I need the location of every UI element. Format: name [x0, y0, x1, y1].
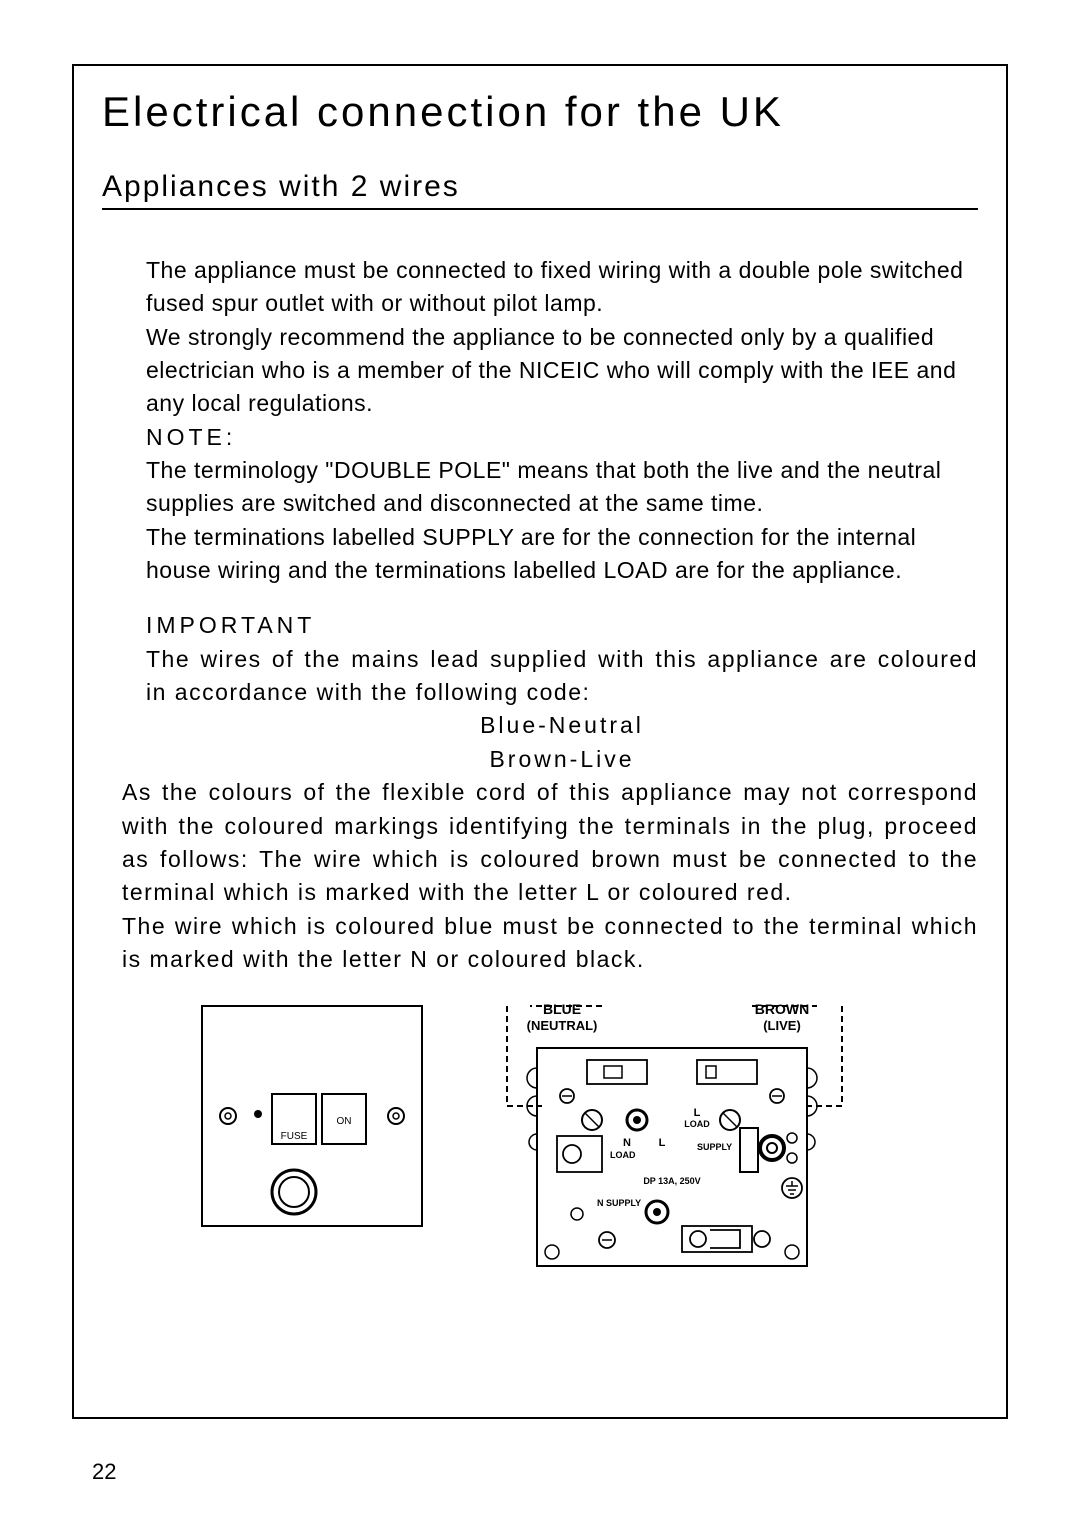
paragraph-6: As the colours of the flexible cord of t… — [122, 776, 978, 909]
cable-clamp-icon — [682, 1226, 770, 1252]
knockout-icon — [807, 1134, 815, 1150]
page-number: 22 — [92, 1459, 116, 1485]
diagrams-container: FUSE ON BLUE (NEUTRAL) BROWN (LIVE) — [192, 996, 978, 1276]
screw-icon — [388, 1108, 404, 1124]
paragraph-5: The wires of the mains lead supplied wit… — [146, 643, 978, 710]
live-label: (LIVE) — [763, 1018, 801, 1033]
knockout-icon — [807, 1068, 817, 1088]
blue-label: BLUE — [543, 1001, 581, 1017]
rating-label: DP 13A, 250V — [643, 1176, 700, 1186]
diagram-fusebox: FUSE ON — [192, 996, 432, 1236]
paragraph-3: The terminology "DOUBLE POLE" means that… — [146, 454, 978, 521]
l-label-2: L — [659, 1137, 666, 1149]
diagram-wiring: BLUE (NEUTRAL) BROWN (LIVE) — [462, 996, 882, 1276]
supply-label: SUPPLY — [697, 1142, 732, 1152]
code-brown: Brown-Live — [146, 743, 978, 776]
note-label: NOTE: — [146, 421, 978, 454]
load-label-2: LOAD — [610, 1150, 636, 1160]
wiring-svg: BLUE (NEUTRAL) BROWN (LIVE) — [462, 996, 882, 1276]
screw-icon — [220, 1108, 236, 1124]
indicator-dot — [254, 1110, 262, 1118]
fuse-label: FUSE — [281, 1131, 308, 1142]
brown-label: BROWN — [755, 1001, 809, 1017]
knockout-icon — [527, 1068, 537, 1088]
brown-wire-dashed — [807, 1006, 842, 1106]
body-text-block: The appliance must be connected to fixed… — [146, 254, 978, 976]
n-label: N — [623, 1137, 631, 1149]
on-label: ON — [337, 1116, 352, 1127]
page-content: Electrical connection for the UK Applian… — [102, 88, 978, 1276]
paragraph-4: The terminations labelled SUPPLY are for… — [146, 521, 978, 588]
main-title: Electrical connection for the UK — [102, 88, 978, 136]
fuse-holder-icon — [760, 1136, 784, 1160]
knockout-icon — [529, 1134, 537, 1150]
sub-title: Appliances with 2 wires — [102, 170, 978, 210]
load-label: LOAD — [684, 1119, 710, 1129]
earth-icon — [782, 1178, 802, 1198]
code-blue: Blue-Neutral — [146, 709, 978, 742]
fusebox-svg: FUSE ON — [192, 996, 432, 1236]
paragraph-2: We strongly recommend the appliance to b… — [146, 321, 978, 421]
important-label: IMPORTANT — [146, 609, 978, 642]
l-label: L — [694, 1107, 701, 1119]
n-supply-label: N SUPPLY — [597, 1198, 641, 1208]
paragraph-1: The appliance must be connected to fixed… — [146, 254, 978, 321]
neutral-label: (NEUTRAL) — [527, 1018, 598, 1033]
corner-hole-icon — [785, 1245, 799, 1259]
cable-entry-icon — [272, 1170, 316, 1214]
corner-hole-icon — [545, 1245, 559, 1259]
paragraph-7: The wire which is coloured blue must be … — [122, 910, 978, 977]
